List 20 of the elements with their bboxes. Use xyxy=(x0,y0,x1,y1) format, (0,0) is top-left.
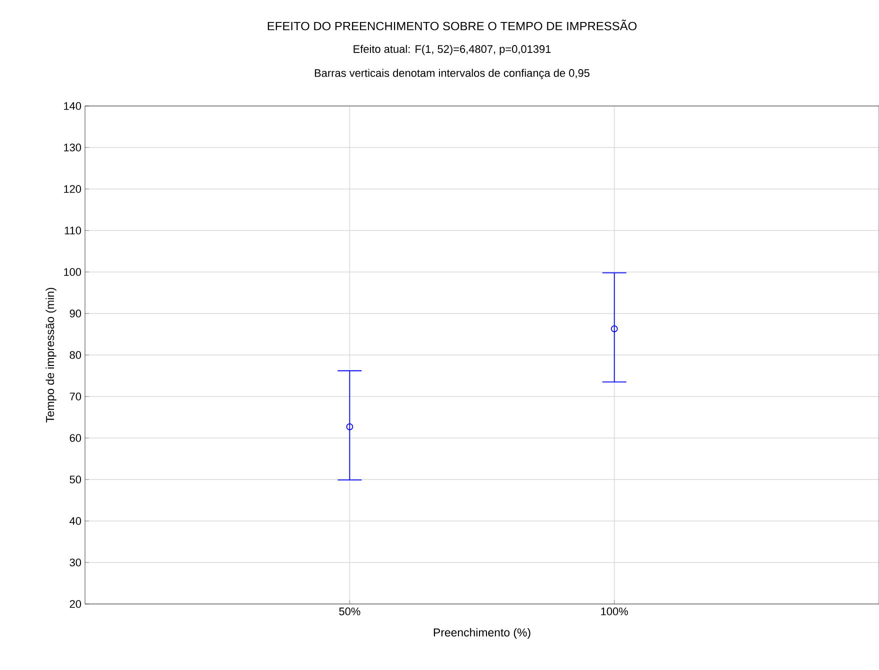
y-tick-label: 60 xyxy=(70,434,82,442)
text: Barras verticais denotam intervalos de confiança de 0,95 xyxy=(314,68,590,80)
y-tick-label: 140 xyxy=(64,102,82,110)
y-tick-label: 80 xyxy=(70,351,82,359)
y-tick-label: 90 xyxy=(70,310,82,318)
y-tick-label: 20 xyxy=(70,600,82,608)
chart-title: EFEITO DO PREENCHIMENTO SOBRE O TEMPO DE IMPRESSÃO xyxy=(268,20,637,30)
x-tick-label: 100% xyxy=(601,608,628,616)
x-tick-label: 50% xyxy=(339,608,360,616)
y-tick-label: 50 xyxy=(70,476,82,484)
x-axis-title: Preenchimento (%) xyxy=(434,628,530,639)
y-tick-label: 130 xyxy=(64,144,82,152)
y-tick-label: 70 xyxy=(70,392,82,400)
y-tick-label: 40 xyxy=(70,517,82,525)
y-axis-title: Tempo de impressão (min) xyxy=(46,288,56,423)
y-tick-label: 120 xyxy=(64,185,82,193)
y-tick-label: 30 xyxy=(70,558,82,566)
y-tick-label: 110 xyxy=(64,226,82,234)
y-tick-label: 100 xyxy=(64,268,82,276)
chart-subtitle: Efeito atual: F(1, 52)=6,4807, p=0,01391 xyxy=(354,44,551,56)
